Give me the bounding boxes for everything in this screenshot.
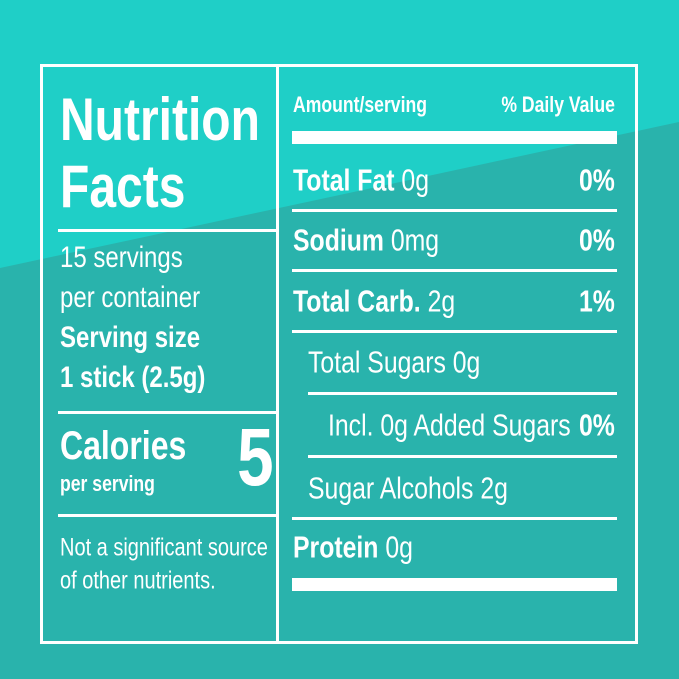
divider <box>308 392 617 395</box>
divider <box>58 411 278 414</box>
row-name: Total Carb. <box>293 283 421 319</box>
row-amount: 2g <box>480 470 508 506</box>
row-dv: 0% <box>579 222 615 258</box>
daily-value-header: % Daily Value <box>501 92 615 117</box>
footnote: Not a significant source <box>60 533 268 562</box>
divider <box>292 517 617 520</box>
row: Sodium 0mg <box>293 225 439 256</box>
servings: per container <box>60 281 201 314</box>
servings: 15 servings <box>60 241 183 274</box>
row: Protein 0g <box>293 532 413 563</box>
calories-label: Calories <box>60 424 187 468</box>
row-name: Protein <box>293 529 379 565</box>
footnote: of other nutrients. <box>60 566 216 595</box>
column-divider <box>276 64 279 644</box>
row-name: Total Sugars <box>308 344 446 380</box>
row-name: Total Fat <box>293 162 395 198</box>
serving-size: Serving size <box>60 321 201 354</box>
divider <box>292 209 617 212</box>
row-name: Sodium <box>293 222 384 258</box>
row-dv: 0% <box>579 407 615 443</box>
title: Nutrition <box>60 86 260 153</box>
divider <box>292 330 617 333</box>
row: Total Carb. 2g <box>293 286 455 317</box>
row: Total Fat 0g <box>293 165 429 196</box>
divider <box>58 229 278 232</box>
row: Sugar Alcohols 2g <box>308 473 508 504</box>
label-border <box>40 64 638 644</box>
amount-header: Amount/serving <box>293 92 427 117</box>
row-name: Sugar Alcohols <box>308 470 474 506</box>
divider <box>292 269 617 272</box>
divider <box>308 455 617 458</box>
row-dv: 1% <box>579 283 615 319</box>
calories-value: 5 <box>237 412 274 503</box>
row-amount: 0mg <box>390 222 440 258</box>
row: Total Sugars 0g <box>308 347 480 378</box>
row-amount: 0g <box>452 344 481 380</box>
row-amount: 2g <box>427 283 456 319</box>
thick-bar <box>292 131 617 144</box>
row-dv: 0% <box>579 162 615 198</box>
divider <box>58 514 278 517</box>
title: Facts <box>60 153 186 220</box>
serving-size: 1 stick (2.5g) <box>60 361 206 394</box>
row-amount: 0g <box>401 162 429 198</box>
calories-sublabel: per serving <box>60 471 155 496</box>
thick-bar <box>292 578 617 591</box>
row: Incl. 0g Added Sugars <box>328 407 571 443</box>
row-amount: 0g <box>385 529 413 565</box>
